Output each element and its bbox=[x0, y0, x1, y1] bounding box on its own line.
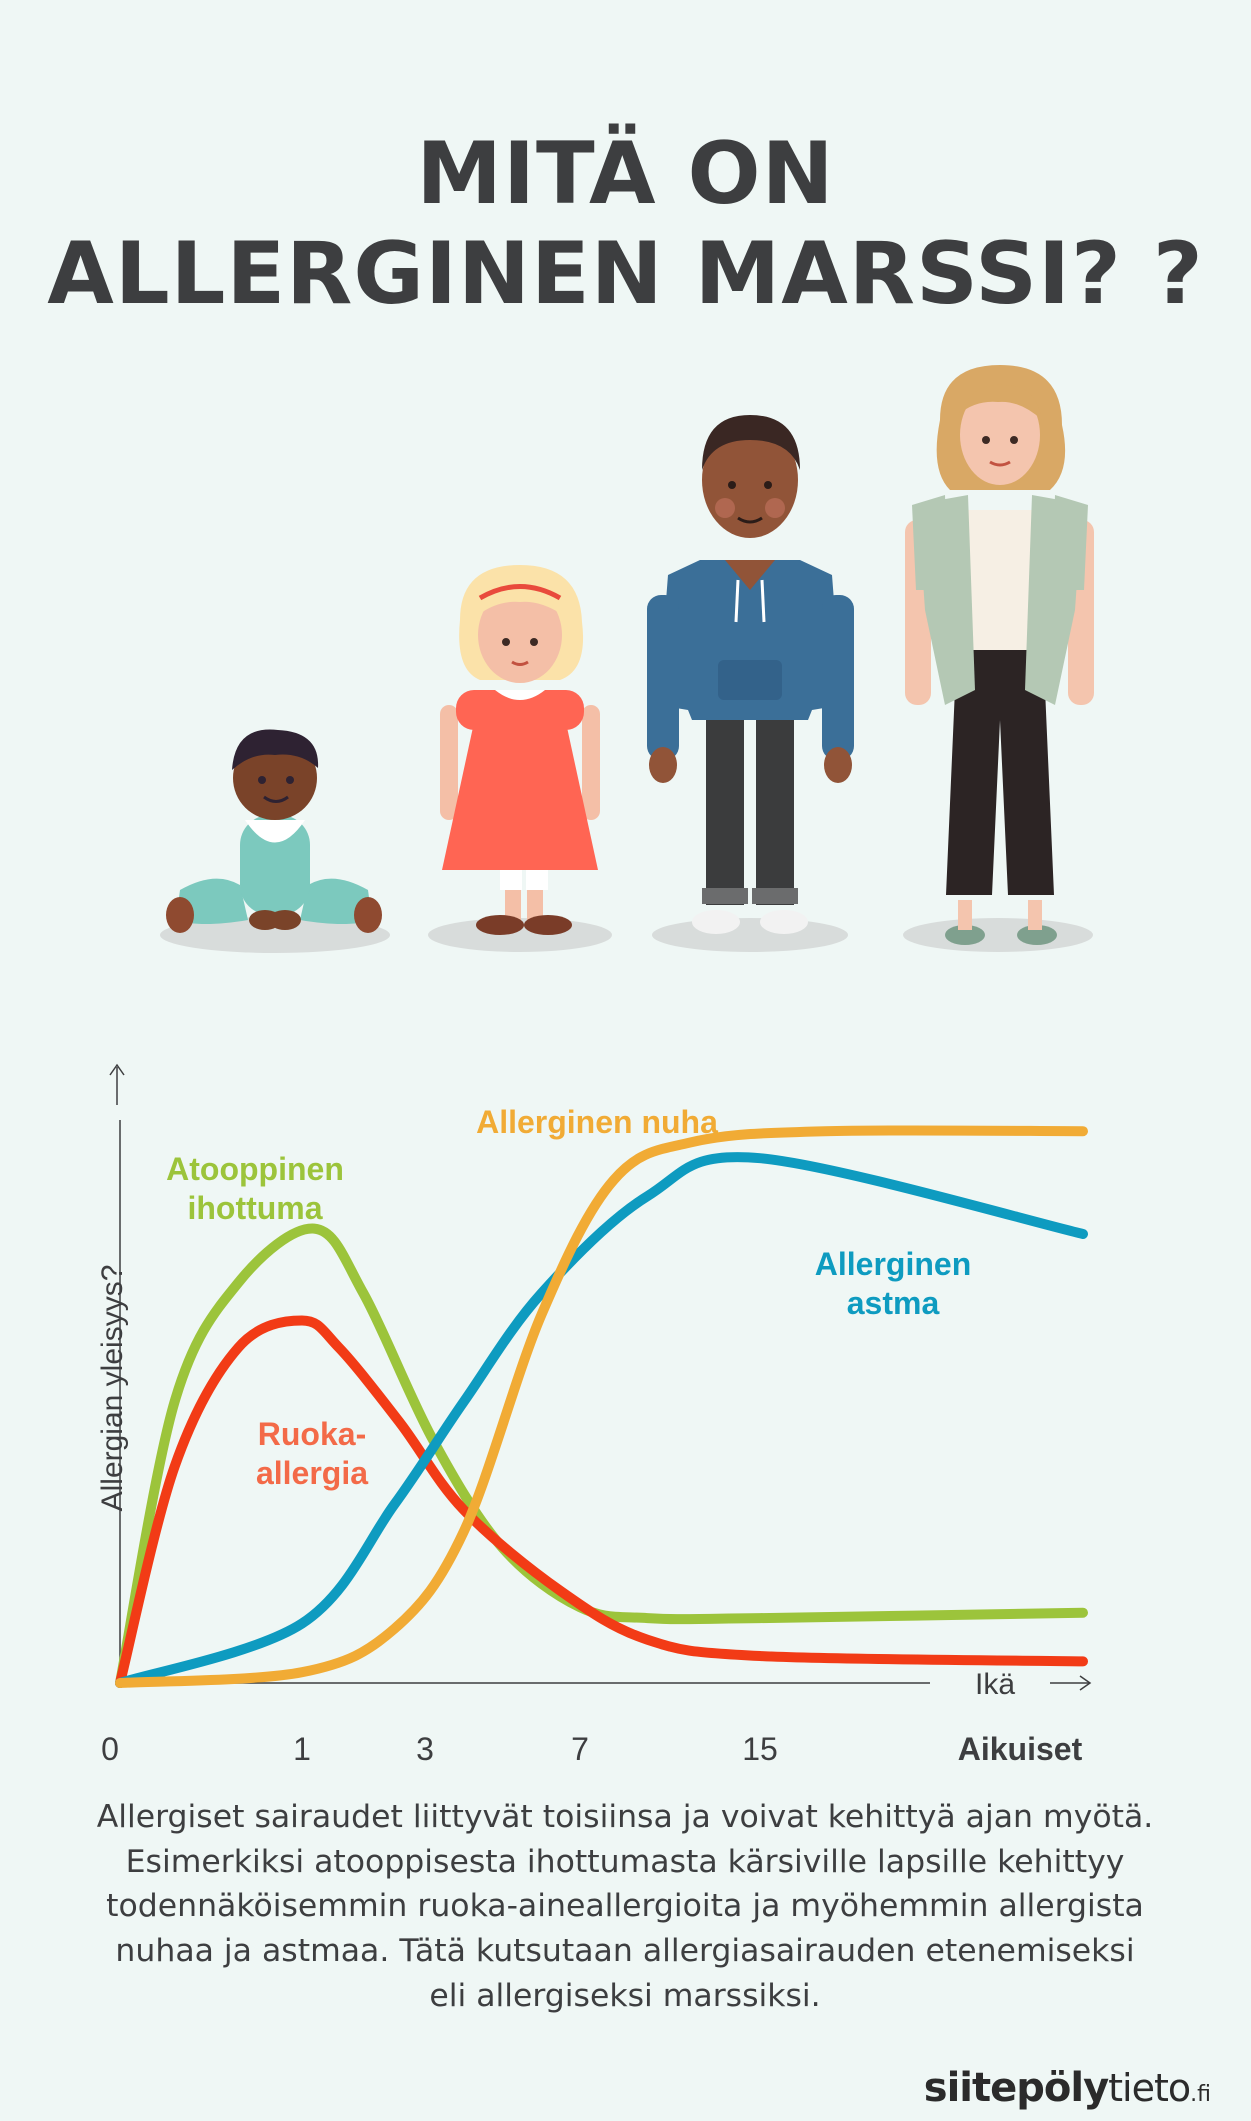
tick-label-1: 1 bbox=[293, 1731, 311, 1767]
description-text: Allergiset sairaudet liittyvät toisiinsa… bbox=[96, 1799, 1154, 2014]
logo-part-2: tieto bbox=[1108, 2066, 1191, 2110]
tick-label-3: 7 bbox=[571, 1731, 589, 1767]
page-title: MITÄ ON ALLERGINEN MARSSI? ? bbox=[0, 124, 1251, 325]
tick-label-4: 15 bbox=[742, 1731, 778, 1767]
series-line-allerginen-astma bbox=[115, 1152, 1088, 1688]
y-axis-label: Allergian yleisyys? bbox=[96, 1265, 129, 1512]
tick-label-5: Aikuiset bbox=[958, 1731, 1083, 1767]
toddler-figure bbox=[440, 565, 600, 935]
adult-figure bbox=[905, 365, 1094, 945]
tick-label-0: 0 bbox=[101, 1731, 119, 1767]
teen-figure bbox=[647, 415, 854, 934]
x-axis-label: Ikä bbox=[975, 1668, 1015, 1701]
series-label-0: Atooppinen ihottuma bbox=[166, 1151, 344, 1226]
people-illustration bbox=[160, 365, 1094, 953]
series-label-3: Allerginen nuha bbox=[476, 1104, 718, 1140]
logo-part-1: siitepöly bbox=[923, 2065, 1109, 2111]
tick-label-2: 3 bbox=[416, 1731, 434, 1767]
series-line-ruoka-allergia bbox=[115, 1315, 1088, 1688]
series-line-allerginen-nuha bbox=[115, 1125, 1088, 1688]
title-line-2: ALLERGINEN MARSSI? ? bbox=[47, 223, 1204, 324]
x-axis-arrow-head bbox=[1079, 1675, 1092, 1691]
baby-shadow bbox=[160, 917, 390, 953]
series-label-1: Ruoka-allergia bbox=[256, 1416, 368, 1491]
logo[interactable]: siitepölytieto.fi bbox=[924, 2065, 1211, 2111]
chart-axes: Allergian yleisyys? Ikä bbox=[96, 1063, 1092, 1701]
logo-part-3: .fi bbox=[1190, 2082, 1211, 2107]
baby-figure bbox=[166, 729, 382, 933]
series-label-2: Allerginen astma bbox=[815, 1246, 971, 1321]
teen-shadow bbox=[652, 918, 848, 952]
title-line-1: MITÄ ON bbox=[416, 124, 835, 224]
allergy-chart: Allergian yleisyys? Ikä 0 1 3 7 15 Aikuiset A… bbox=[96, 1063, 1092, 1767]
adult-shadow bbox=[903, 918, 1093, 952]
series-lines bbox=[115, 1125, 1088, 1688]
y-axis-arrow-head bbox=[109, 1063, 125, 1076]
tick-labels: 0 1 3 7 15 Aikuiset bbox=[101, 1731, 1082, 1767]
series-labels: Atooppinen ihottuma Ruoka-allergia Allergin… bbox=[166, 1104, 971, 1491]
